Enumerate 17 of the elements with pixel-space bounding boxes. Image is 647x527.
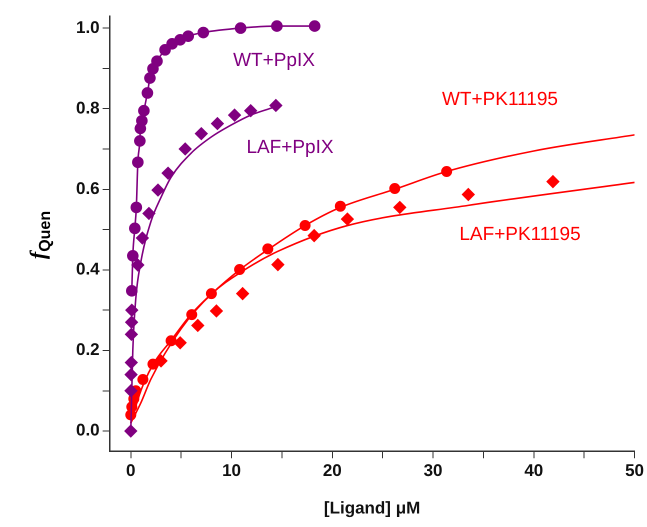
x-tick-label: 10 — [222, 461, 241, 480]
y-tick-label: 0.6 — [76, 178, 100, 198]
x-tick-label: 50 — [625, 461, 644, 480]
series-label: LAF+PpIX — [246, 137, 334, 158]
y-tick-label: 0.2 — [76, 340, 100, 360]
y-tick-label: 0.4 — [76, 260, 100, 279]
series-label: LAF+PK11195 — [459, 224, 581, 246]
x-tick-label: 40 — [524, 461, 544, 480]
x-tick-label: 0 — [126, 461, 136, 480]
x-tick-label: 30 — [424, 461, 443, 480]
text: WT+PK11195 — [442, 89, 558, 110]
x-tick-label: 20 — [322, 461, 342, 480]
text: 0.0 — [76, 420, 100, 440]
series-label: WT+PpIX — [233, 50, 316, 72]
x-axis-title: [Ligand] μM — [324, 498, 420, 518]
y-tick-label: 0.8 — [76, 98, 100, 118]
y-tick-label: 1.0 — [76, 18, 100, 37]
